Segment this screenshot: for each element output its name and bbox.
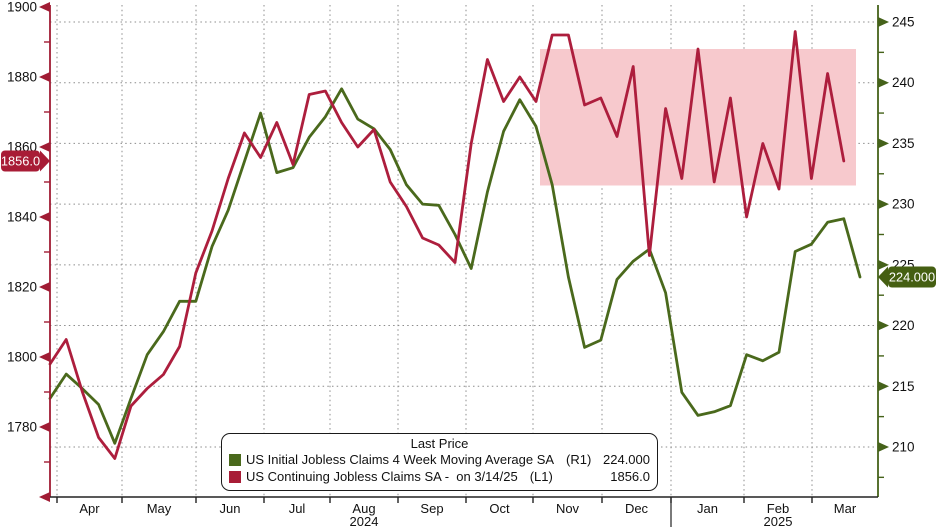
left-last-price-badge bbox=[1, 150, 40, 172]
month-label: Jan bbox=[697, 501, 718, 516]
right-axis-tick-arrow bbox=[878, 381, 889, 392]
month-label: Aug bbox=[352, 501, 375, 516]
right-last-price-value: 224.000 bbox=[889, 269, 935, 284]
legend-axis-tag: (L1) bbox=[529, 468, 553, 484]
right-axis-tick-arrow bbox=[878, 320, 889, 331]
initial-claims-line bbox=[48, 87, 862, 445]
left-axis-label: 1840 bbox=[7, 209, 37, 224]
left-axis-tick-arrow bbox=[39, 492, 50, 502]
left-axis-tick-arrow bbox=[39, 351, 50, 362]
legend-last-price-value: 1856.0 bbox=[610, 468, 650, 484]
legend: Last Price US Initial Jobless Claims 4 W… bbox=[221, 433, 658, 491]
month-label: Jun bbox=[220, 501, 241, 516]
month-label: Nov bbox=[556, 501, 580, 516]
legend-title: Last Price bbox=[410, 436, 469, 451]
month-label: Mar bbox=[834, 501, 857, 516]
right-axis-label: 210 bbox=[892, 439, 915, 454]
right-axis-tick-arrow bbox=[878, 441, 889, 452]
legend-series-label: US Initial Jobless Claims 4 Week Moving … bbox=[246, 452, 555, 467]
legend-series-label: US Continuing Jobless Claims SA - on 3/1… bbox=[246, 468, 518, 484]
legend-row-continuing-claims: US Continuing Jobless Claims SA - on 3/1… bbox=[229, 469, 650, 486]
month-label: Oct bbox=[489, 501, 510, 516]
left-axis-label: 1820 bbox=[7, 279, 37, 294]
left-axis-tick-arrow bbox=[39, 71, 50, 82]
left-last-price-badge-arrow bbox=[40, 150, 50, 172]
right-axis-tick-arrow bbox=[878, 199, 889, 210]
left-axis-tick-arrow bbox=[39, 1, 50, 12]
right-last-price-badge-arrow bbox=[878, 266, 888, 288]
year-label: 2025 bbox=[764, 514, 793, 527]
month-label: May bbox=[147, 501, 172, 516]
right-axis-tick-arrow bbox=[878, 138, 889, 149]
left-axis-tick-arrow bbox=[39, 281, 50, 292]
right-axis-tick-arrow bbox=[878, 259, 889, 270]
left-axis-label: 1800 bbox=[7, 349, 37, 364]
right-axis-label: 245 bbox=[892, 14, 915, 29]
legend-rows: US Initial Jobless Claims 4 Week Moving … bbox=[229, 452, 650, 485]
year-label: 2024 bbox=[350, 514, 379, 527]
right-axis-label: 235 bbox=[892, 136, 915, 151]
legend-last-price-value: 224.000 bbox=[603, 452, 650, 467]
month-label: Sep bbox=[420, 501, 443, 516]
right-last-price-badge bbox=[888, 266, 936, 288]
right-axis-label: 220 bbox=[892, 318, 915, 333]
legend-row-initial-claims: US Initial Jobless Claims 4 Week Moving … bbox=[229, 452, 650, 469]
month-label: Dec bbox=[625, 501, 649, 516]
month-label: Apr bbox=[79, 501, 100, 516]
month-label: Jul bbox=[289, 501, 306, 516]
right-axis-label: 215 bbox=[892, 379, 915, 394]
left-axis-label: 1900 bbox=[7, 0, 37, 14]
left-axis-tick-arrow bbox=[39, 421, 50, 432]
right-axis-tick-arrow bbox=[878, 77, 889, 88]
left-axis-label: 1780 bbox=[7, 419, 37, 434]
left-axis-tick-arrow bbox=[39, 211, 50, 222]
left-axis-label: 1880 bbox=[7, 69, 37, 84]
right-axis-tick-arrow bbox=[878, 16, 889, 27]
left-last-price-value: 1856.0 bbox=[1, 153, 40, 168]
legend-axis-tag: (R1) bbox=[566, 452, 592, 467]
right-axis-label: 230 bbox=[892, 197, 915, 212]
month-label: Feb bbox=[767, 501, 789, 516]
left-axis-tick-arrow bbox=[39, 141, 50, 152]
legend-swatch bbox=[229, 470, 241, 483]
continuing-claims-line bbox=[48, 30, 846, 460]
legend-swatch bbox=[229, 454, 241, 467]
right-axis-label: 240 bbox=[892, 75, 915, 90]
